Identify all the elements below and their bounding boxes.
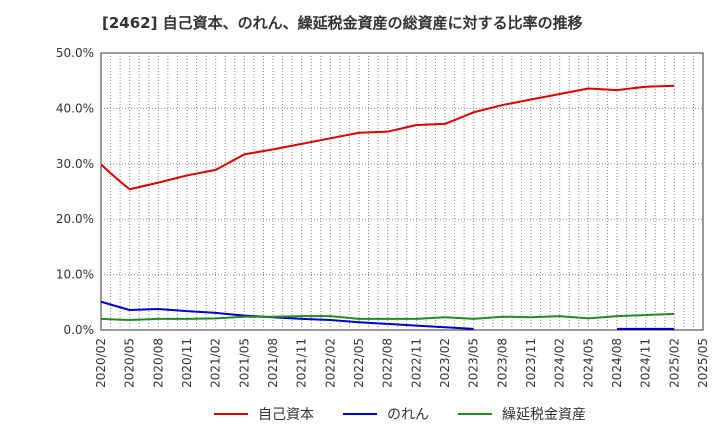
x-tick-label: 2020/02 bbox=[94, 338, 108, 388]
series-layer bbox=[100, 84, 675, 330]
x-tick-label: 2023/05 bbox=[467, 338, 481, 388]
series-line-1 bbox=[100, 84, 675, 191]
x-axis-ticks: 2020/02 2020/05 2020/08 2020/11 2021/02 2021/… bbox=[94, 338, 710, 388]
x-tick-label: 2025/05 bbox=[696, 338, 710, 388]
legend-label: 繰延税金資産 bbox=[502, 407, 586, 423]
legend: 自己資本 のれん 繰延税金資産 bbox=[0, 403, 720, 425]
x-tick-label: 2023/08 bbox=[495, 338, 509, 388]
grid-layer bbox=[101, 53, 703, 330]
x-tick-label: 2021/11 bbox=[295, 338, 309, 388]
x-tick-label: 2022/02 bbox=[323, 338, 337, 388]
y-tick-label: 30.0% bbox=[56, 157, 94, 171]
legend-swatch bbox=[343, 413, 377, 415]
x-tick-label: 2022/08 bbox=[381, 338, 395, 388]
x-tick-label: 2024/05 bbox=[581, 338, 595, 388]
x-tick-label: 2020/05 bbox=[123, 338, 137, 388]
series-line-3 bbox=[100, 312, 675, 322]
x-tick-label: 2022/11 bbox=[409, 338, 423, 388]
x-tick-label: 2024/11 bbox=[639, 338, 653, 388]
x-tick-label: 2021/08 bbox=[266, 338, 280, 388]
y-axis-ticks: 0.0% 10.0% 20.0% 30.0% 40.0% 50.0% bbox=[56, 46, 94, 337]
x-tick-label: 2021/02 bbox=[209, 338, 223, 388]
legend-item: 繰延税金資産 bbox=[458, 403, 586, 425]
x-tick-label: 2020/11 bbox=[180, 338, 194, 388]
legend-label: 自己資本 bbox=[258, 407, 314, 423]
y-tick-label: 0.0% bbox=[64, 323, 95, 337]
chart-title: [2462] 自己資本、のれん、繰延税金資産の総資産に対する比率の推移 bbox=[102, 14, 583, 32]
x-tick-label: 2025/02 bbox=[667, 338, 681, 388]
legend-item: 自己資本 bbox=[214, 403, 314, 425]
legend-swatch bbox=[214, 413, 248, 415]
plot-area bbox=[100, 52, 704, 331]
x-tick-label: 2024/08 bbox=[610, 338, 624, 388]
y-tick-label: 10.0% bbox=[56, 268, 94, 282]
x-tick-label: 2022/05 bbox=[352, 338, 366, 388]
x-tick-label: 2020/08 bbox=[151, 338, 165, 388]
legend-item: のれん bbox=[343, 403, 429, 425]
y-tick-label: 20.0% bbox=[56, 212, 94, 226]
y-tick-label: 50.0% bbox=[56, 46, 94, 60]
x-tick-label: 2024/02 bbox=[553, 338, 567, 388]
legend-swatch bbox=[458, 413, 492, 415]
x-tick-label: 2023/11 bbox=[524, 338, 538, 388]
y-tick-label: 40.0% bbox=[56, 101, 94, 115]
legend-label: のれん bbox=[387, 407, 429, 423]
x-tick-label: 2021/05 bbox=[237, 338, 251, 388]
series-line-2 bbox=[100, 300, 474, 330]
x-tick-label: 2023/02 bbox=[438, 338, 452, 388]
